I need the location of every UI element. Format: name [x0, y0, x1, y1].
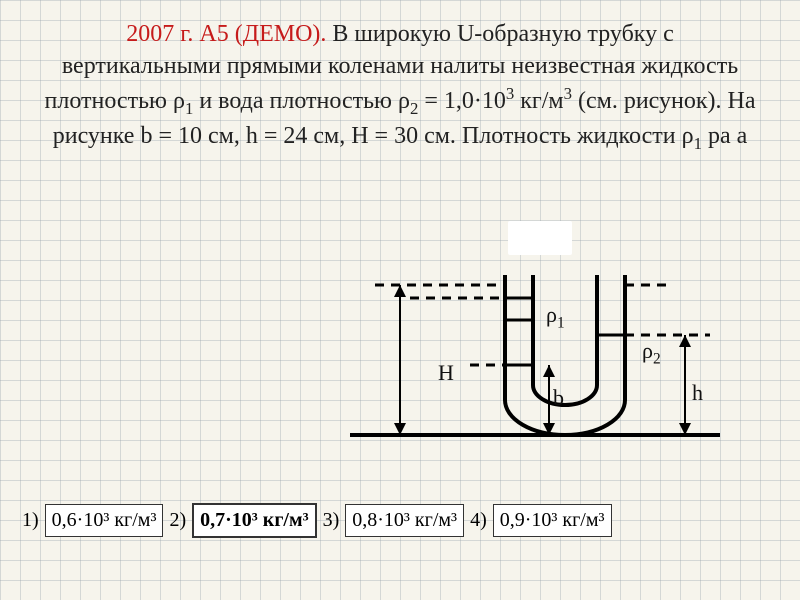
- txt-c: = 1,0·10: [418, 88, 506, 114]
- label-H: H: [438, 360, 454, 386]
- rho2-sym: ρ: [642, 338, 653, 363]
- answer-num: 1): [20, 507, 41, 534]
- answer-option[interactable]: 2) 0,7·10³ кг/м³: [167, 503, 316, 538]
- sup-3b: 3: [564, 84, 572, 103]
- answer-option[interactable]: 3) 0,8·10³ кг/м³: [321, 504, 464, 537]
- txt-f: ра а: [702, 123, 747, 149]
- answer-num: 4): [468, 507, 489, 534]
- answer-num: 2): [167, 507, 188, 534]
- answer-option[interactable]: 1) 0,6·10³ кг/м³: [20, 504, 163, 537]
- sub-1b: 1: [694, 134, 702, 153]
- diagram-svg: [350, 260, 720, 465]
- answer-options-row: 1) 0,6·10³ кг/м³ 2) 0,7·10³ кг/м³ 3) 0,8…: [20, 495, 780, 545]
- answer-value: 0,8·10³ кг/м³: [345, 504, 464, 537]
- sup-3a: 3: [506, 84, 514, 103]
- problem-prefix: 2007 г. А5 (ДЕМО).: [126, 21, 326, 47]
- rho1-sub: 1: [557, 314, 565, 331]
- answer-value: 0,9·10³ кг/м³: [493, 504, 612, 537]
- answer-option[interactable]: 4) 0,9·10³ кг/м³: [468, 504, 611, 537]
- label-rho1: ρ1: [546, 302, 565, 332]
- txt-d: кг/м: [514, 88, 563, 114]
- txt-b: и вода плотностью ρ: [193, 88, 410, 114]
- answer-value: 0,6·10³ кг/м³: [45, 504, 164, 537]
- u-tube-diagram: H b h ρ1 ρ2: [350, 260, 720, 465]
- problem-statement: 2007 г. А5 (ДЕМО). В широкую U-образную …: [0, 0, 800, 156]
- label-rho2: ρ2: [642, 338, 661, 368]
- answer-num: 3): [321, 507, 342, 534]
- label-h: h: [692, 380, 703, 406]
- answer-value: 0,7·10³ кг/м³: [192, 503, 316, 538]
- label-b: b: [553, 385, 564, 411]
- white-patch: [508, 221, 572, 255]
- rho2-sub: 2: [653, 350, 661, 367]
- rho1-sym: ρ: [546, 302, 557, 327]
